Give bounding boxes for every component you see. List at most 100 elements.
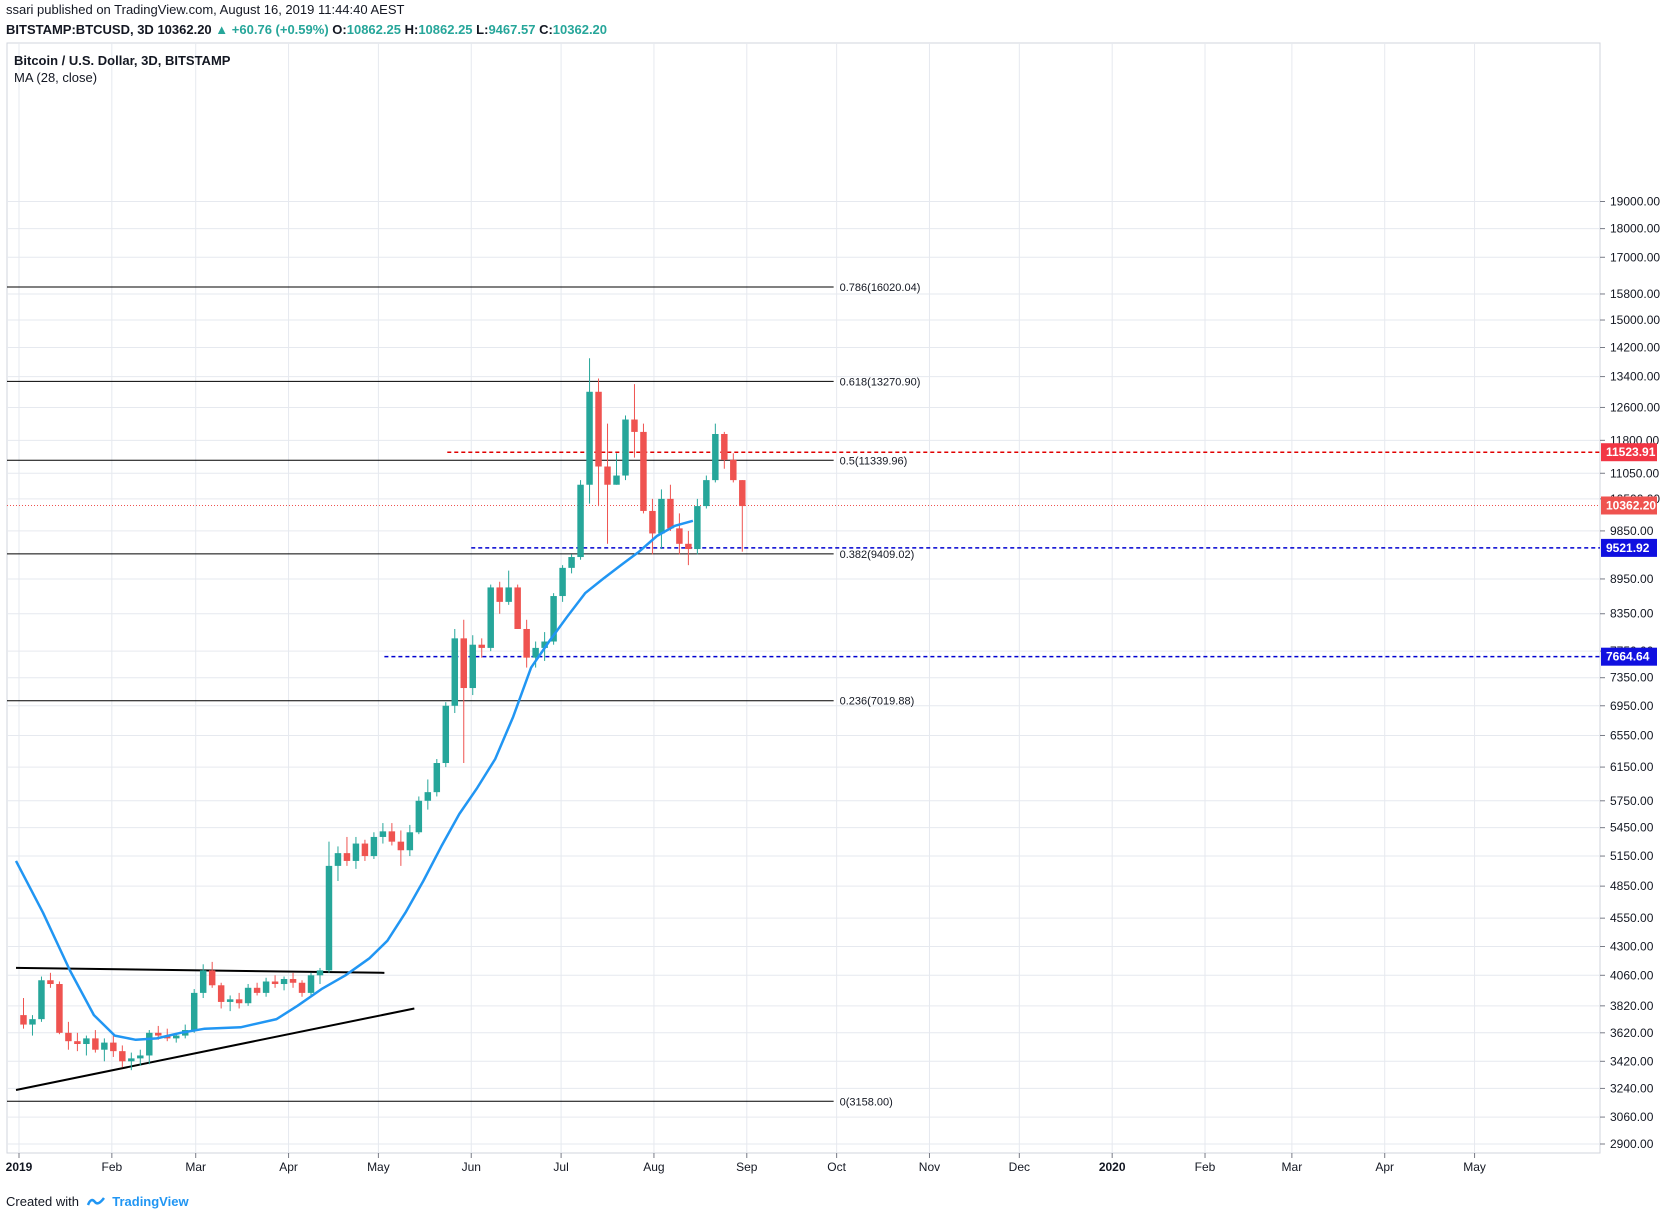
last-price-value: 10362.20 <box>157 22 212 37</box>
x-tick-label: Oct <box>827 1160 846 1174</box>
fib-level-label: 0.382(9409.02) <box>840 549 915 561</box>
trendline <box>15 1007 415 1091</box>
y-tick-label: 6950.00 <box>1610 699 1654 713</box>
candle-body <box>586 391 593 485</box>
candle-body <box>640 431 647 511</box>
candle-body <box>649 510 656 534</box>
open-label: O: <box>332 22 347 37</box>
x-tick-label: Mar <box>1282 1160 1303 1174</box>
candle-body <box>712 434 719 481</box>
candle-body <box>101 1042 108 1050</box>
candle-body <box>505 587 512 602</box>
candle-body <box>559 567 566 597</box>
candle-body <box>631 419 638 432</box>
candle-body <box>577 484 584 558</box>
candle-body <box>56 984 63 1033</box>
candle-body <box>29 1019 36 1025</box>
candle-body <box>721 434 728 460</box>
close-value: 10362.20 <box>552 22 608 37</box>
candle-body <box>155 1032 162 1036</box>
y-tick-label: 13400.00 <box>1610 370 1660 384</box>
ohlc-line: BITSTAMP:BTCUSD, 3D 10362.20 ▲ +60.76 (+… <box>6 22 607 37</box>
candle-body <box>253 987 261 993</box>
open-value: 10862.25 <box>346 22 401 37</box>
ma-line <box>14 519 694 1042</box>
y-tick-label: 15000.00 <box>1610 313 1660 327</box>
candle-body <box>397 841 405 851</box>
created-with-label: Created with <box>6 1194 79 1209</box>
x-tick-label: May <box>367 1160 390 1174</box>
moving-average <box>14 519 694 1042</box>
candle-body <box>173 1035 180 1039</box>
candles <box>20 358 746 1071</box>
y-tick-label: 5750.00 <box>1610 794 1654 808</box>
candle-body <box>298 982 306 993</box>
candle-body <box>514 587 521 629</box>
low-value: 9467.57 <box>488 22 536 37</box>
x-tick-label: Mar <box>185 1160 206 1174</box>
price-label-text: 10362.20 <box>1606 498 1656 512</box>
candle-body <box>388 831 396 842</box>
candle-body <box>739 480 746 507</box>
candle-body <box>532 647 539 658</box>
price-label-bg <box>1601 443 1657 462</box>
x-tick-label: Aug <box>643 1160 664 1174</box>
candle-body <box>496 587 503 602</box>
y-tick-label: 3420.00 <box>1610 1054 1654 1068</box>
candle-body <box>334 853 342 866</box>
candle-body <box>289 979 297 983</box>
candle-body <box>280 979 288 985</box>
x-tick-label: Jul <box>553 1160 568 1174</box>
x-tick-label: Feb <box>1195 1160 1216 1174</box>
y-tick-label: 4550.00 <box>1610 911 1654 925</box>
y-tick-label: 3820.00 <box>1610 999 1654 1013</box>
candle-body <box>83 1038 90 1045</box>
candle-body <box>262 981 270 993</box>
candle-body <box>190 992 198 1031</box>
chart-legend: Bitcoin / U.S. Dollar, 3D, BITSTAMP MA (… <box>14 53 231 85</box>
price-label-bg <box>1601 538 1657 557</box>
x-tick-label: Apr <box>1375 1160 1394 1174</box>
tradingview-brand[interactable]: TradingView <box>112 1194 189 1209</box>
y-tick-label: 14200.00 <box>1610 341 1660 355</box>
candle-body <box>325 865 333 971</box>
legend-indicator: MA (28, close) <box>14 70 97 85</box>
candle-body <box>20 1015 27 1025</box>
y-tick-label: 12600.00 <box>1610 400 1660 414</box>
y-tick-label: 11050.00 <box>1610 466 1659 480</box>
candle-body <box>316 970 324 976</box>
y-tick-label: 3620.00 <box>1610 1026 1654 1040</box>
candle-body <box>74 1041 81 1045</box>
symbol-label: BITSTAMP:BTCUSD, 3D <box>6 22 154 37</box>
candle-body <box>38 980 45 1020</box>
x-tick-label: May <box>1463 1160 1486 1174</box>
plot-frame <box>6 42 1601 1154</box>
time-axis[interactable]: 2019 Feb Mar Apr May Jun Jul Aug Sep Oct Nov Dec 202… <box>6 1153 1486 1174</box>
change-value: +60.76 (+0.59%) <box>231 22 329 37</box>
candle-body <box>694 506 701 550</box>
high-label: H: <box>404 22 419 37</box>
candle-body <box>92 1038 99 1050</box>
y-tick-label: 6150.00 <box>1610 760 1654 774</box>
close-label: C: <box>539 22 553 37</box>
candle-body <box>110 1042 117 1052</box>
candle-body <box>119 1051 126 1062</box>
x-tick-label: Nov <box>919 1160 940 1174</box>
price-labels: 11523.91 9521.92 7664.64 10362.20 <box>1601 443 1657 666</box>
candle-body <box>199 970 207 993</box>
candle-body <box>685 543 692 550</box>
candle-body <box>137 1055 144 1059</box>
y-tick-label: 4300.00 <box>1610 939 1654 953</box>
price-label-text: 11523.91 <box>1606 445 1656 459</box>
candle-body <box>406 832 414 851</box>
change-up-icon: ▲ <box>215 22 229 37</box>
price-axis[interactable]: 19000.00 18000.00 17000.00 15800.00 15000.00… <box>1600 195 1660 1152</box>
candle-body <box>676 528 683 544</box>
x-tick-label: 2020 <box>1099 1160 1126 1174</box>
candle-body <box>370 836 378 857</box>
x-tick-label: Feb <box>102 1160 123 1174</box>
y-tick-label: 5150.00 <box>1610 849 1654 863</box>
candle-body <box>442 705 450 764</box>
candle-body <box>469 644 476 689</box>
